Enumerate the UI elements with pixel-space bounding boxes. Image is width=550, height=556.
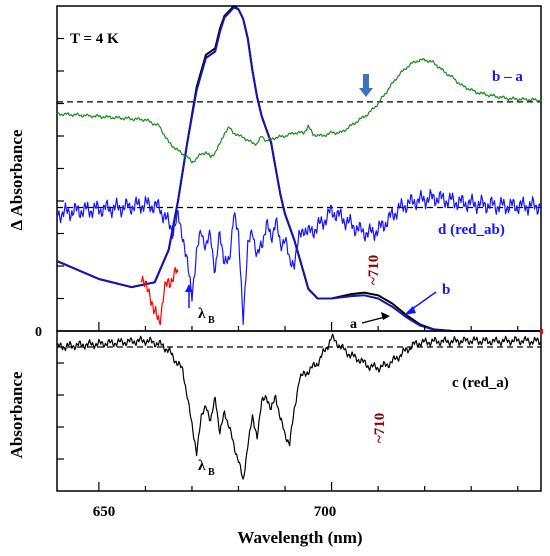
red-edge-mark	[540, 329, 543, 334]
arrow-curve-a	[361, 312, 390, 324]
upper-panel	[56, 5, 542, 332]
series-0-0-a	[56, 5, 541, 332]
series-0-2-b-a	[56, 57, 542, 164]
temperature-label: T = 4 K	[70, 31, 119, 47]
arrow-curve-b	[404, 291, 437, 315]
legend-c-red-a: c (red_a)	[452, 375, 509, 391]
upper-ticks	[57, 37, 519, 331]
svg-text:λ: λ	[198, 306, 206, 322]
upper-plot-frame	[56, 5, 542, 332]
lambda-b-lower-label: λ B	[198, 458, 215, 478]
svg-text:B: B	[208, 467, 215, 478]
series-1-0-c-red-a	[56, 333, 542, 480]
upper-ylabel: Δ Absorbance	[7, 129, 26, 230]
ytick-label-zero: 0	[35, 325, 42, 340]
xtick-label-650: 650	[93, 504, 116, 520]
peak-710-upper-label: ~710	[366, 255, 382, 285]
series-0-3-d-red-ab	[56, 188, 542, 325]
xtick-label-700: 700	[314, 504, 337, 520]
lower-series-layer	[56, 333, 542, 480]
lambda-b-upper-label: λ B	[198, 306, 215, 326]
lower-ticks	[57, 362, 519, 491]
curve-label-a: a	[350, 317, 357, 332]
marker-arrow-710	[359, 74, 373, 97]
upper-series-layer	[56, 5, 542, 332]
lower-ylabel: Absorbance	[7, 371, 26, 458]
peak-710-lower-label: ~710	[372, 413, 388, 443]
series-0-4-series	[140, 267, 179, 326]
lower-plot-frame	[56, 330, 542, 492]
lower-panel	[56, 330, 542, 492]
svg-text:B: B	[208, 315, 215, 326]
xlabel: Wavelength (nm)	[237, 528, 362, 547]
legend-b-minus-a: b – a	[492, 69, 523, 85]
curve-label-b: b	[442, 282, 450, 298]
series-0-1-b	[56, 6, 541, 332]
legend-d-red-ab: d (red_ab)	[438, 222, 505, 238]
svg-text:λ: λ	[198, 458, 206, 474]
arrow-lambda-b	[185, 284, 193, 308]
